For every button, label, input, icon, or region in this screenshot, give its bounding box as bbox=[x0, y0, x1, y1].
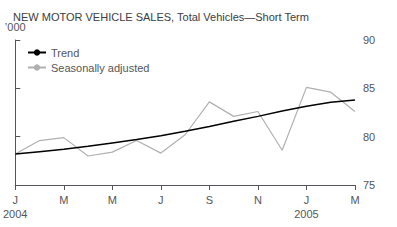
svg-text:S: S bbox=[206, 194, 213, 206]
svg-text:J: J bbox=[12, 194, 18, 206]
svg-text:J: J bbox=[304, 194, 310, 206]
svg-text:75: 75 bbox=[363, 179, 375, 191]
svg-text:80: 80 bbox=[363, 131, 375, 143]
svg-text:Trend: Trend bbox=[51, 47, 79, 59]
svg-text:J: J bbox=[158, 194, 164, 206]
svg-text:85: 85 bbox=[363, 82, 375, 94]
svg-text:2004: 2004 bbox=[3, 208, 27, 220]
svg-text:M: M bbox=[59, 194, 68, 206]
svg-text:2005: 2005 bbox=[294, 208, 318, 220]
svg-text:N: N bbox=[254, 194, 262, 206]
svg-text:NEW MOTOR VEHICLE SALES, Total: NEW MOTOR VEHICLE SALES, Total Vehicles—… bbox=[13, 11, 309, 23]
svg-text:M: M bbox=[350, 194, 359, 206]
svg-text:’000: ’000 bbox=[4, 20, 26, 33]
svg-text:M: M bbox=[108, 194, 117, 206]
svg-text:90: 90 bbox=[363, 34, 375, 46]
svg-text:Seasonally adjusted: Seasonally adjusted bbox=[51, 62, 149, 74]
